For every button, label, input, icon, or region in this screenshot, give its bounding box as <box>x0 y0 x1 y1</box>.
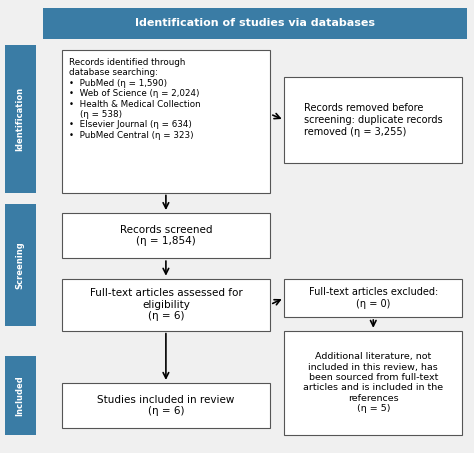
FancyBboxPatch shape <box>5 45 36 193</box>
Text: Included: Included <box>16 375 25 415</box>
FancyBboxPatch shape <box>62 279 270 331</box>
FancyBboxPatch shape <box>5 356 36 435</box>
Text: Identification of studies via databases: Identification of studies via databases <box>135 18 375 28</box>
FancyBboxPatch shape <box>62 383 270 428</box>
Text: Screening: Screening <box>16 241 25 289</box>
Text: Records identified through
database searching:
•  PubMed (η = 1,590)
•  Web of S: Records identified through database sear… <box>69 58 201 140</box>
FancyBboxPatch shape <box>5 204 36 326</box>
Text: Studies included in review
(η = 6): Studies included in review (η = 6) <box>97 395 235 416</box>
Text: Identification: Identification <box>16 87 25 151</box>
FancyBboxPatch shape <box>284 279 462 317</box>
FancyBboxPatch shape <box>284 331 462 435</box>
Text: Records screened
(η = 1,854): Records screened (η = 1,854) <box>119 225 212 246</box>
FancyBboxPatch shape <box>62 50 270 193</box>
Text: Records removed before
screening: duplicate records
removed (η = 3,255): Records removed before screening: duplic… <box>304 103 443 137</box>
Text: Full-text articles assessed for
eligibility
(η = 6): Full-text articles assessed for eligibil… <box>90 288 242 321</box>
Text: Additional literature, not
included in this review, has
been sourced from full-t: Additional literature, not included in t… <box>303 352 443 413</box>
FancyBboxPatch shape <box>284 77 462 163</box>
FancyBboxPatch shape <box>62 213 270 258</box>
Text: Full-text articles excluded:
(η = 0): Full-text articles excluded: (η = 0) <box>309 287 438 308</box>
FancyBboxPatch shape <box>43 8 467 39</box>
